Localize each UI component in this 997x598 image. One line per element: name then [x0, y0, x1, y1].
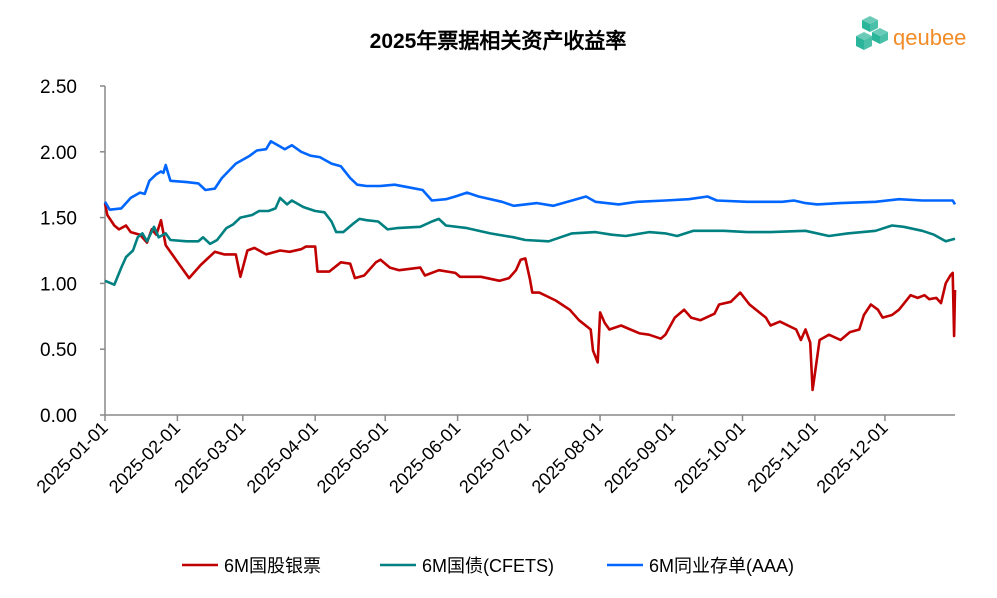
chart-title: 2025年票据相关资产收益率	[370, 29, 627, 53]
x-tick-label: 2025-11-01	[743, 418, 821, 496]
x-tick-label: 2025-04-01	[243, 418, 322, 497]
series-line-0	[103, 202, 957, 392]
y-tick-label: 2.00	[40, 143, 77, 164]
x-tick-label: 2025-07-01	[455, 418, 534, 497]
legend-item: 6M国股银票	[182, 556, 321, 576]
y-tick-label: 0.50	[40, 340, 77, 361]
x-tick-label: 2025-12-01	[813, 418, 892, 497]
x-tick-label: 2025-09-01	[600, 418, 679, 497]
series-lines	[103, 140, 957, 392]
series-line-2	[103, 140, 957, 211]
legend-label: 6M国股银票	[224, 556, 321, 576]
y-tick-label: 0.00	[40, 406, 77, 427]
x-tick-label: 2025-08-01	[528, 418, 607, 497]
series-line-1	[104, 196, 956, 287]
axes: 0.00 0.50 1.00 1.50 2.00 2.50 2025-01-01 2025-0…	[33, 77, 955, 497]
y-tick-label: 2.50	[40, 77, 77, 98]
logo-text: qeubee	[893, 25, 966, 50]
legend-label: 6M同业存单(AAA)	[649, 556, 794, 576]
x-tick-label: 2025-10-01	[670, 418, 749, 497]
x-tick-label: 2025-01-01	[33, 418, 112, 497]
logo-cube-icon	[856, 16, 888, 50]
x-tick-label: 2025-05-01	[313, 418, 392, 497]
x-tick-label: 2025-06-01	[385, 418, 464, 497]
y-tick-label: 1.50	[40, 209, 77, 230]
legend: 6M国股银票 6M国债(CFETS) 6M同业存单(AAA)	[182, 556, 794, 576]
x-tick-label: 2025-03-01	[170, 418, 249, 497]
legend-item: 6M同业存单(AAA)	[607, 556, 794, 576]
legend-label: 6M国债(CFETS)	[422, 556, 554, 576]
y-tick-label: 1.00	[40, 274, 77, 295]
logo: qeubee	[856, 16, 966, 50]
legend-item: 6M国债(CFETS)	[380, 556, 554, 576]
